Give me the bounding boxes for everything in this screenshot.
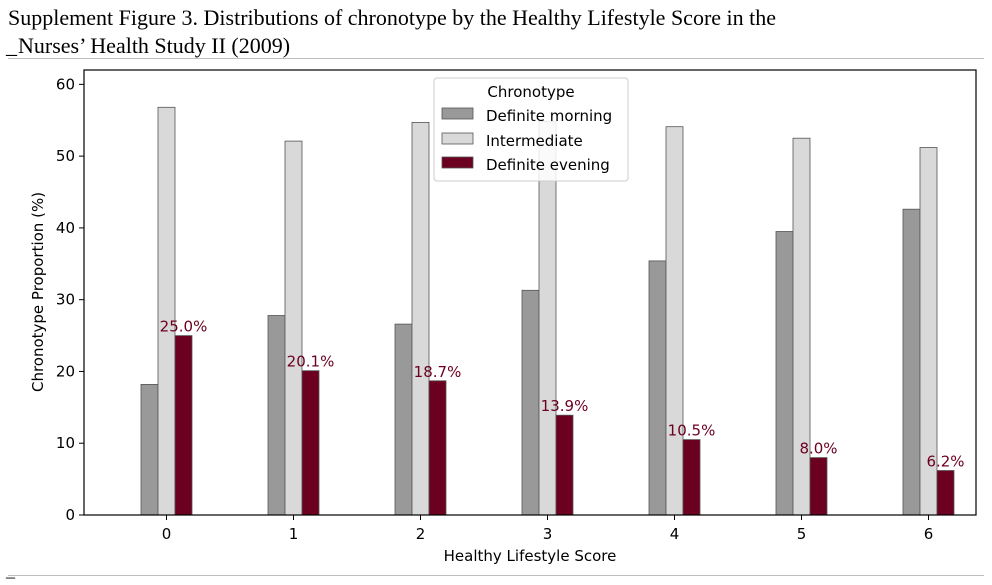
x-tick-label-1: 1 [289,525,299,543]
data-label-evening-0: 25.0% [160,318,208,336]
data-labels-layer: 25.0% 20.1% 18.7% 13.9% 10.5% 8.0% 6.2% [160,318,965,471]
data-label-evening-2: 18.7% [414,363,462,381]
bar-morning-5 [775,231,794,516]
bar-intermediate-5 [792,137,811,516]
data-label-evening-1: 20.1% [287,353,335,371]
bar-morning-3 [521,289,540,516]
bar-evening-6 [936,470,955,516]
data-label-evening-4: 10.5% [668,422,716,440]
y-axis: 0 10 20 30 40 50 60 [56,75,84,524]
y-tick-label-60: 60 [56,75,75,93]
figure-caption: Supplement Figure 3. Distributions of ch… [6,4,908,60]
x-axis-title: Healthy Lifestyle Score [444,547,617,565]
bar-intermediate-2 [411,122,430,516]
top-rule [8,58,984,59]
bar-intermediate-1 [284,140,303,516]
legend-swatch-intermediate [441,132,474,145]
x-tick-label-5: 5 [797,525,807,543]
y-tick-label-40: 40 [56,219,75,237]
bar-evening-3 [555,414,574,516]
bottom-underscore: _ [6,560,15,580]
legend-label-intermediate: Intermediate [486,132,583,150]
legend-label-morning: Definite morning [486,107,612,125]
x-tick-label-3: 3 [543,525,553,543]
data-label-evening-5: 8.0% [799,440,837,458]
bar-intermediate-0 [157,106,176,516]
y-tick-label-0: 0 [65,506,75,524]
bar-evening-4 [682,439,701,516]
x-tick-label-4: 4 [670,525,680,543]
bottom-rule [8,575,984,576]
bar-evening-0 [174,335,193,516]
bar-evening-5 [809,457,828,516]
caption-line-2: Nurses’ Health Study II (2009) [18,33,291,58]
legend-title: Chronotype [487,83,574,101]
legend-swatch-morning [441,107,474,120]
x-axis: 0 1 2 3 4 5 6 [162,515,934,543]
y-tick-label-20: 20 [56,362,75,380]
x-tick-label-6: 6 [924,525,934,543]
caption-underscore: _ [6,33,17,58]
data-label-evening-3: 13.9% [541,397,589,415]
bars-layer [140,106,955,516]
bar-intermediate-4 [665,126,684,516]
caption-line-1: Supplement Figure 3. Distributions of ch… [8,5,777,30]
bar-morning-1 [267,315,286,516]
legend-box [433,77,629,182]
plot-frame [83,69,977,516]
bar-morning-4 [648,260,667,516]
bar-morning-0 [140,383,159,516]
x-tick-label-2: 2 [416,525,426,543]
y-tick-label-30: 30 [56,291,75,309]
data-label-evening-6: 6.2% [926,453,964,471]
legend: Chronotype Definite morning Intermediate… [433,77,629,182]
y-tick-label-10: 10 [56,434,75,452]
y-axis-title: Chronotype Proportion (%) [29,192,47,392]
bar-morning-2 [394,323,413,516]
y-tick-label-50: 50 [56,147,75,165]
bar-evening-2 [428,380,447,516]
bar-morning-6 [902,208,921,516]
x-tick-label-0: 0 [162,525,172,543]
legend-swatch-evening [441,156,474,169]
bar-evening-1 [301,370,320,516]
legend-label-evening: Definite evening [486,156,610,174]
